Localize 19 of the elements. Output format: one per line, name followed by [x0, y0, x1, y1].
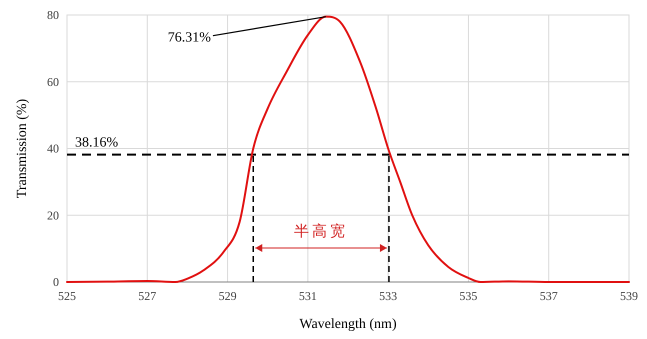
y-tick-label: 20: [47, 208, 59, 222]
x-tick-label: 527: [138, 289, 156, 303]
y-tick-label: 80: [47, 8, 59, 22]
annotation: 半高宽: [294, 223, 348, 240]
ref-line-label: 38.16%: [75, 136, 118, 151]
x-tick-label: 531: [298, 289, 317, 303]
y-tick-label: 40: [47, 142, 59, 156]
line-series: [66, 16, 630, 283]
x-axis-title: Wavelength (nm): [299, 317, 397, 332]
x-tick-label: 529: [218, 289, 237, 303]
x-tick-label: 525: [58, 289, 76, 303]
x-tick-label: 537: [540, 289, 558, 303]
y-axis-title: Transmission (%): [15, 98, 30, 198]
annotation: 76.31%: [168, 30, 212, 46]
x-tick-label: 533: [379, 289, 398, 303]
y-tick-label: 0: [53, 275, 59, 289]
y-tick-label: 60: [47, 74, 59, 89]
x-tick-label: 535: [459, 289, 478, 303]
x-tick-label: 539: [620, 289, 638, 303]
